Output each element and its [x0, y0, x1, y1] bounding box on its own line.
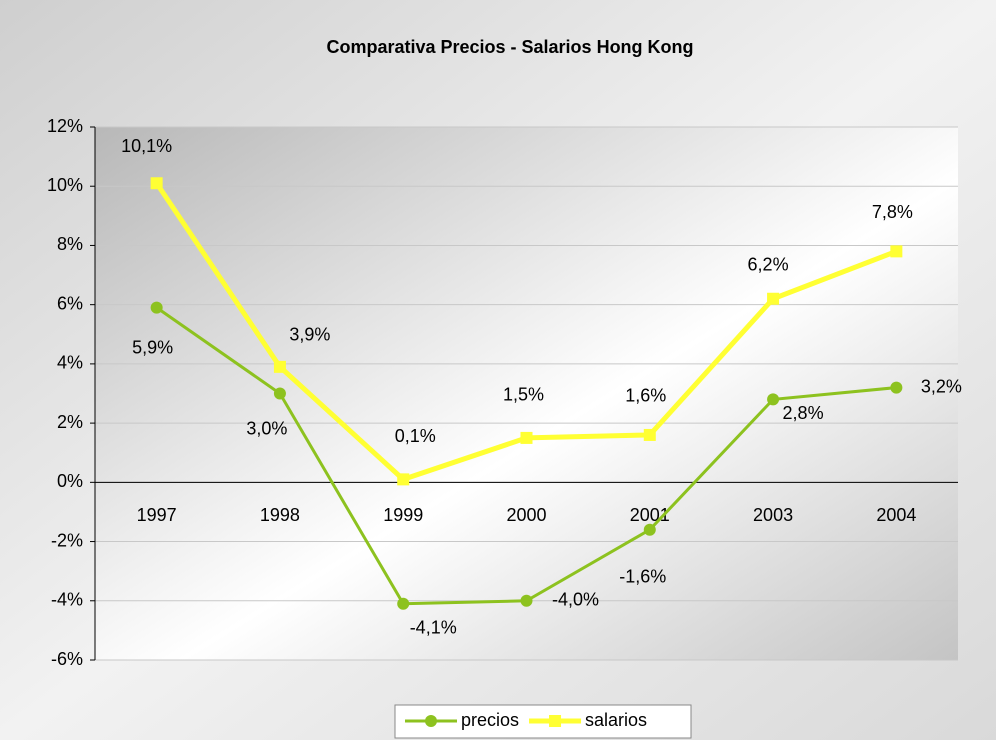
plot-area: [95, 127, 958, 660]
chart-title: Comparativa Precios - Salarios Hong Kong: [326, 37, 693, 57]
point: [150, 177, 163, 190]
y-tick-label: 6%: [57, 293, 83, 313]
point: [397, 597, 410, 610]
data-label: 1,6%: [625, 386, 666, 406]
x-tick-label: 2003: [753, 505, 793, 525]
y-tick-label: 10%: [47, 175, 83, 195]
data-label: 3,9%: [289, 325, 330, 345]
data-label: 3,0%: [246, 418, 287, 438]
x-tick-label: 1998: [260, 505, 300, 525]
data-label: 2,8%: [783, 403, 824, 423]
point: [643, 428, 656, 441]
data-label: 1,5%: [503, 385, 544, 405]
data-label: -1,6%: [619, 566, 666, 586]
data-label: -4,0%: [552, 590, 599, 610]
data-label: 0,1%: [395, 426, 436, 446]
point: [520, 594, 533, 607]
y-tick-label: -2%: [51, 530, 83, 550]
point: [273, 387, 286, 400]
legend-label: salarios: [585, 710, 647, 730]
y-tick-label: 0%: [57, 471, 83, 491]
point: [397, 473, 410, 486]
y-tick-label: 4%: [57, 353, 83, 373]
data-label: 6,2%: [748, 254, 789, 274]
point: [643, 523, 656, 536]
data-label: 5,9%: [132, 337, 173, 357]
x-tick-label: 1999: [383, 505, 423, 525]
x-tick-label: 2000: [506, 505, 546, 525]
point: [150, 301, 163, 314]
data-label: -4,1%: [410, 617, 457, 637]
y-tick-label: 12%: [47, 116, 83, 136]
point: [767, 292, 780, 305]
point: [767, 393, 780, 406]
y-tick-label: -6%: [51, 649, 83, 669]
x-tick-label: 1997: [137, 505, 177, 525]
legend-marker: [549, 715, 562, 727]
point: [890, 245, 903, 258]
y-tick-label: 8%: [57, 234, 83, 254]
data-label: 10,1%: [121, 136, 172, 156]
point: [520, 431, 533, 444]
x-tick-label: 2004: [876, 505, 916, 525]
point: [890, 381, 903, 394]
legend-label: precios: [461, 710, 519, 730]
data-label: 3,2%: [921, 376, 962, 396]
data-label: 7,8%: [872, 202, 913, 222]
point: [273, 360, 286, 373]
legend-marker: [425, 715, 437, 727]
y-tick-label: 2%: [57, 412, 83, 432]
y-tick-label: -4%: [51, 590, 83, 610]
